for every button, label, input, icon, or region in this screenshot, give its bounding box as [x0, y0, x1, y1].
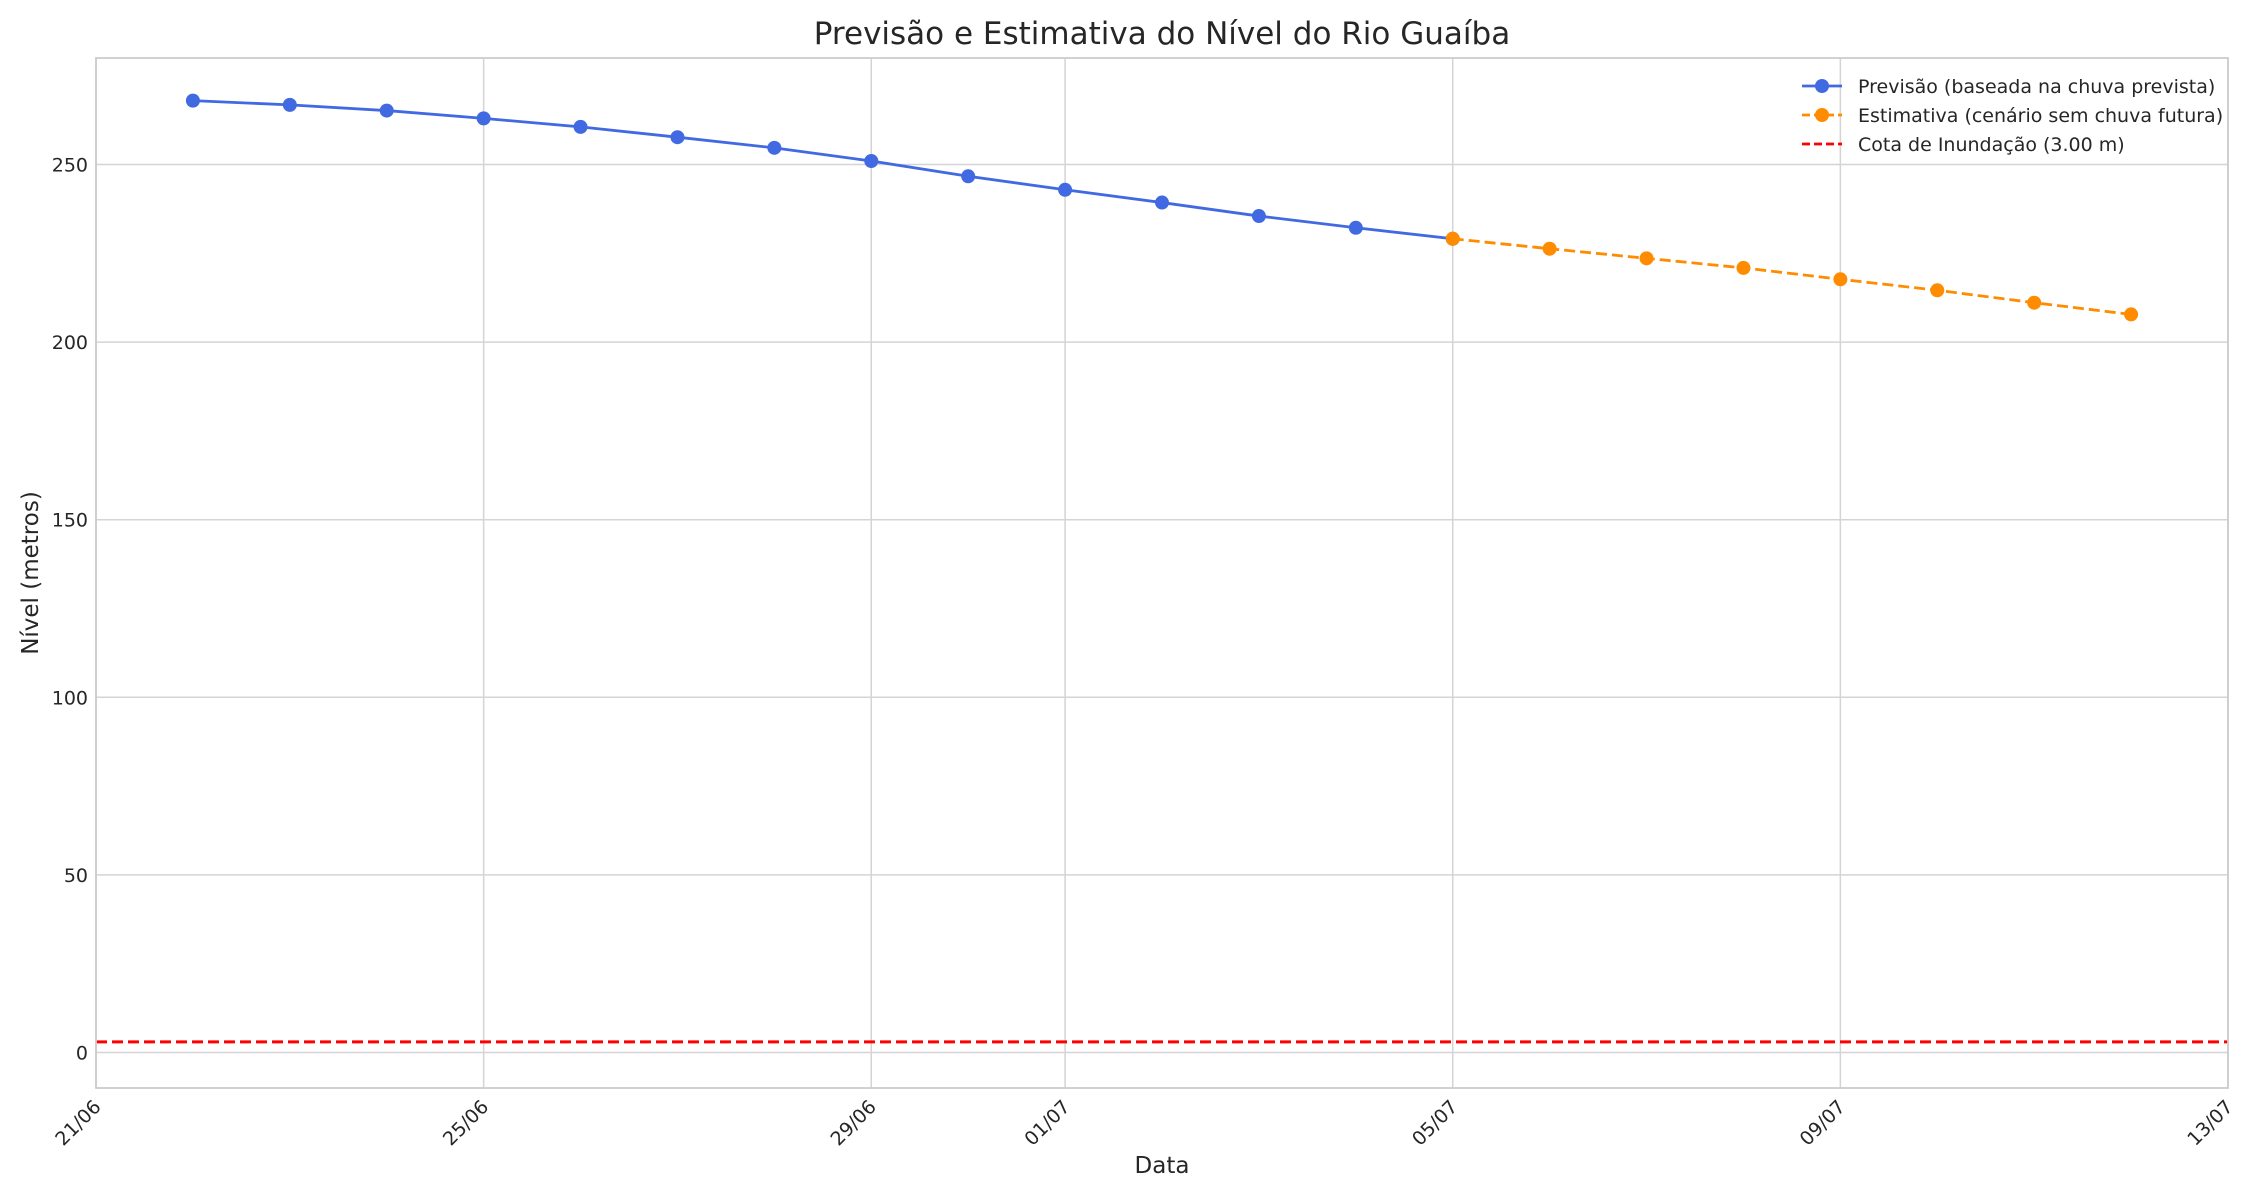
y-tick-label: 0: [76, 1042, 88, 1064]
chart-title: Previsão e Estimativa do Nível do Rio Gu…: [814, 16, 1510, 52]
forecast-point: [1058, 182, 1073, 197]
estimate-point: [2027, 295, 2042, 310]
forecast-line: [192, 99, 1453, 241]
legend: Previsão (baseada na chuva prevista) Esti…: [1802, 76, 2223, 156]
legend-entry: Estimativa (cenário sem chuva futura): [1858, 105, 2223, 127]
estimate-point: [1930, 283, 1945, 298]
estimate-point: [1542, 241, 1557, 256]
y-tick-label: 100: [52, 687, 88, 709]
legend-marker: [1815, 79, 1829, 93]
forecast-point: [1251, 209, 1266, 224]
y-tick-label: 150: [52, 510, 88, 532]
y-tick-label: 250: [52, 155, 88, 177]
legend-marker: [1815, 108, 1829, 122]
legend-entry: Cota de Inundação (3.00 m): [1858, 134, 2125, 156]
forecast-point: [670, 130, 685, 145]
forecast-point: [573, 119, 588, 134]
forecast-point: [767, 140, 782, 155]
x-tick-label: 29/06: [827, 1096, 881, 1150]
estimate-line: [1452, 237, 2132, 316]
estimate-point: [2124, 307, 2139, 322]
forecast-point: [476, 111, 491, 126]
forecast-point: [961, 169, 976, 184]
y-tick-label: 50: [64, 865, 88, 887]
plot-frame: [95, 57, 2229, 1089]
estimate-point: [1639, 251, 1654, 266]
plot-series: [96, 93, 2228, 1044]
estimate-point: [1833, 272, 1848, 287]
grid: [95, 58, 2229, 1088]
x-tick-label: 01/07: [1020, 1096, 1074, 1150]
legend-entry: Previsão (baseada na chuva prevista): [1858, 76, 2215, 98]
forecast-point: [1155, 195, 1169, 210]
forecast-point: [1348, 220, 1363, 235]
y-tick-label: 200: [52, 332, 88, 354]
x-tick-label: 25/06: [439, 1096, 493, 1150]
forecast-point: [185, 93, 200, 108]
axes: 21/06 25/06 29/06 01/07 05/07 09/07 13/07 0 50 10…: [51, 155, 2237, 1151]
y-axis-label: Nível (metros): [18, 491, 44, 655]
forecast-point: [864, 154, 879, 168]
forecast-point: [379, 103, 394, 118]
x-tick-label: 13/07: [2183, 1096, 2237, 1150]
x-tick-label: 09/07: [1796, 1096, 1850, 1150]
x-axis-label: Data: [1135, 1153, 1190, 1179]
forecast-point: [282, 97, 297, 112]
estimate-point: [1445, 231, 1460, 246]
x-tick-label: 21/06: [51, 1096, 105, 1150]
x-tick-label: 05/07: [1408, 1096, 1462, 1150]
estimate-point: [1736, 260, 1751, 275]
